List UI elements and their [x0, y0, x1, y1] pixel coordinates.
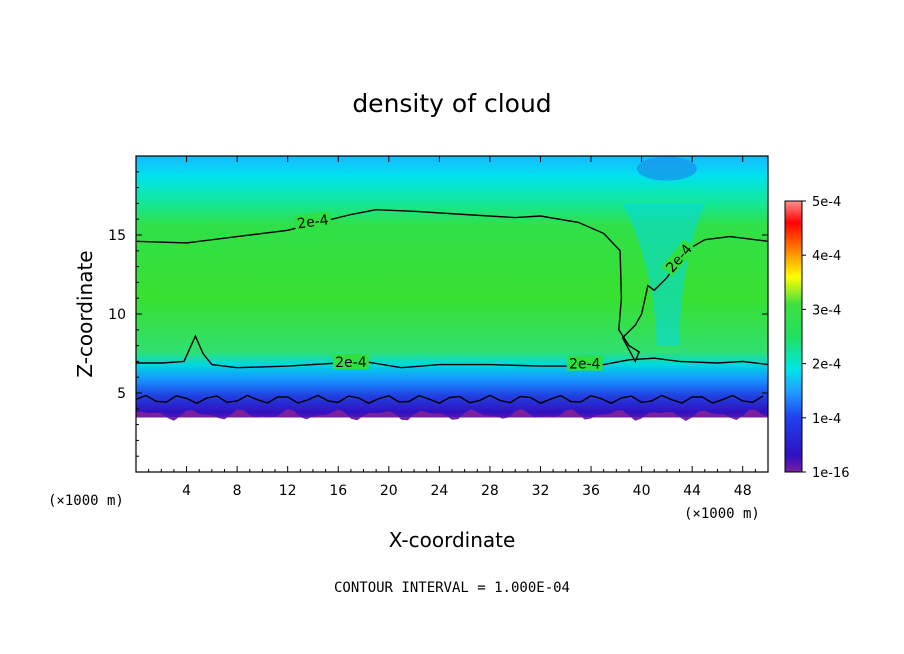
colorbar-tick-label: 4e-4 [812, 249, 841, 264]
field-overlay [136, 156, 768, 472]
y-tick-label: 15 [108, 228, 126, 244]
x-unit-left: (×1000 m) [48, 493, 124, 509]
chart-title: density of cloud [352, 89, 551, 118]
contour-label-bg [332, 353, 369, 369]
y-tick-label: 5 [117, 386, 126, 402]
colorbar-tick-label: 1e-4 [812, 412, 841, 427]
colorbar-tick-label: 2e-4 [812, 358, 841, 373]
y-axis-ticks: 5 10 15 [108, 171, 768, 457]
x-tick-label: 40 [633, 483, 651, 499]
colorbar-tick-label: 3e-4 [812, 303, 841, 318]
contour-label-bg [661, 239, 696, 277]
x-unit-right: (×1000 m) [684, 506, 760, 522]
plot-area: 2e-42e-4 2e-42e-4 [136, 156, 768, 472]
x-tick-label: 8 [233, 483, 242, 499]
x-tick-label: 32 [532, 483, 550, 499]
contour-label-bg [293, 210, 332, 231]
contour-label: 2e-4 [335, 355, 367, 371]
contour-1e-4 [136, 394, 764, 405]
y-tick-label: 10 [108, 307, 126, 323]
x-axis-label: X-coordinate [389, 528, 516, 552]
colorbar-ticks: 1e-16 1e-4 2e-4 3e-4 4e-4 5e-4 [802, 195, 850, 481]
x-axis-ticks: 4 8 12 16 20 24 28 32 36 40 44 48 [148, 156, 756, 499]
x-tick-label: 16 [329, 483, 347, 499]
x-tick-label: 36 [582, 483, 600, 499]
x-tick-label: 4 [182, 483, 191, 499]
x-tick-label: 28 [481, 483, 499, 499]
colorbar [784, 200, 803, 473]
contour-2e-4-lower [136, 334, 768, 369]
thin-cloud-patch [636, 156, 697, 181]
colorbar-tick-label: 5e-4 [812, 195, 841, 210]
contour-2e-4-upper [136, 208, 768, 364]
contour-label: 2e-4 [296, 212, 329, 232]
contour-lines: 2e-42e-4 2e-42e-4 [136, 208, 768, 405]
x-tick-label: 20 [380, 483, 398, 499]
colorbar-tick-label: 1e-16 [812, 466, 850, 481]
downdraft-channel [622, 203, 705, 346]
clear-air-below-cloud [136, 417, 768, 472]
contour-label: 2e-4 [569, 357, 601, 373]
x-tick-label: 44 [683, 483, 701, 499]
x-tick-label: 24 [430, 483, 448, 499]
cloud-base-edge [136, 408, 768, 421]
y-axis-label: Z-coordinate [73, 250, 97, 377]
x-tick-label: 48 [734, 483, 752, 499]
contour-label-bg [566, 355, 603, 371]
x-tick-label: 12 [279, 483, 297, 499]
contour-interval-note: CONTOUR INTERVAL = 1.000E-04 [334, 580, 570, 596]
